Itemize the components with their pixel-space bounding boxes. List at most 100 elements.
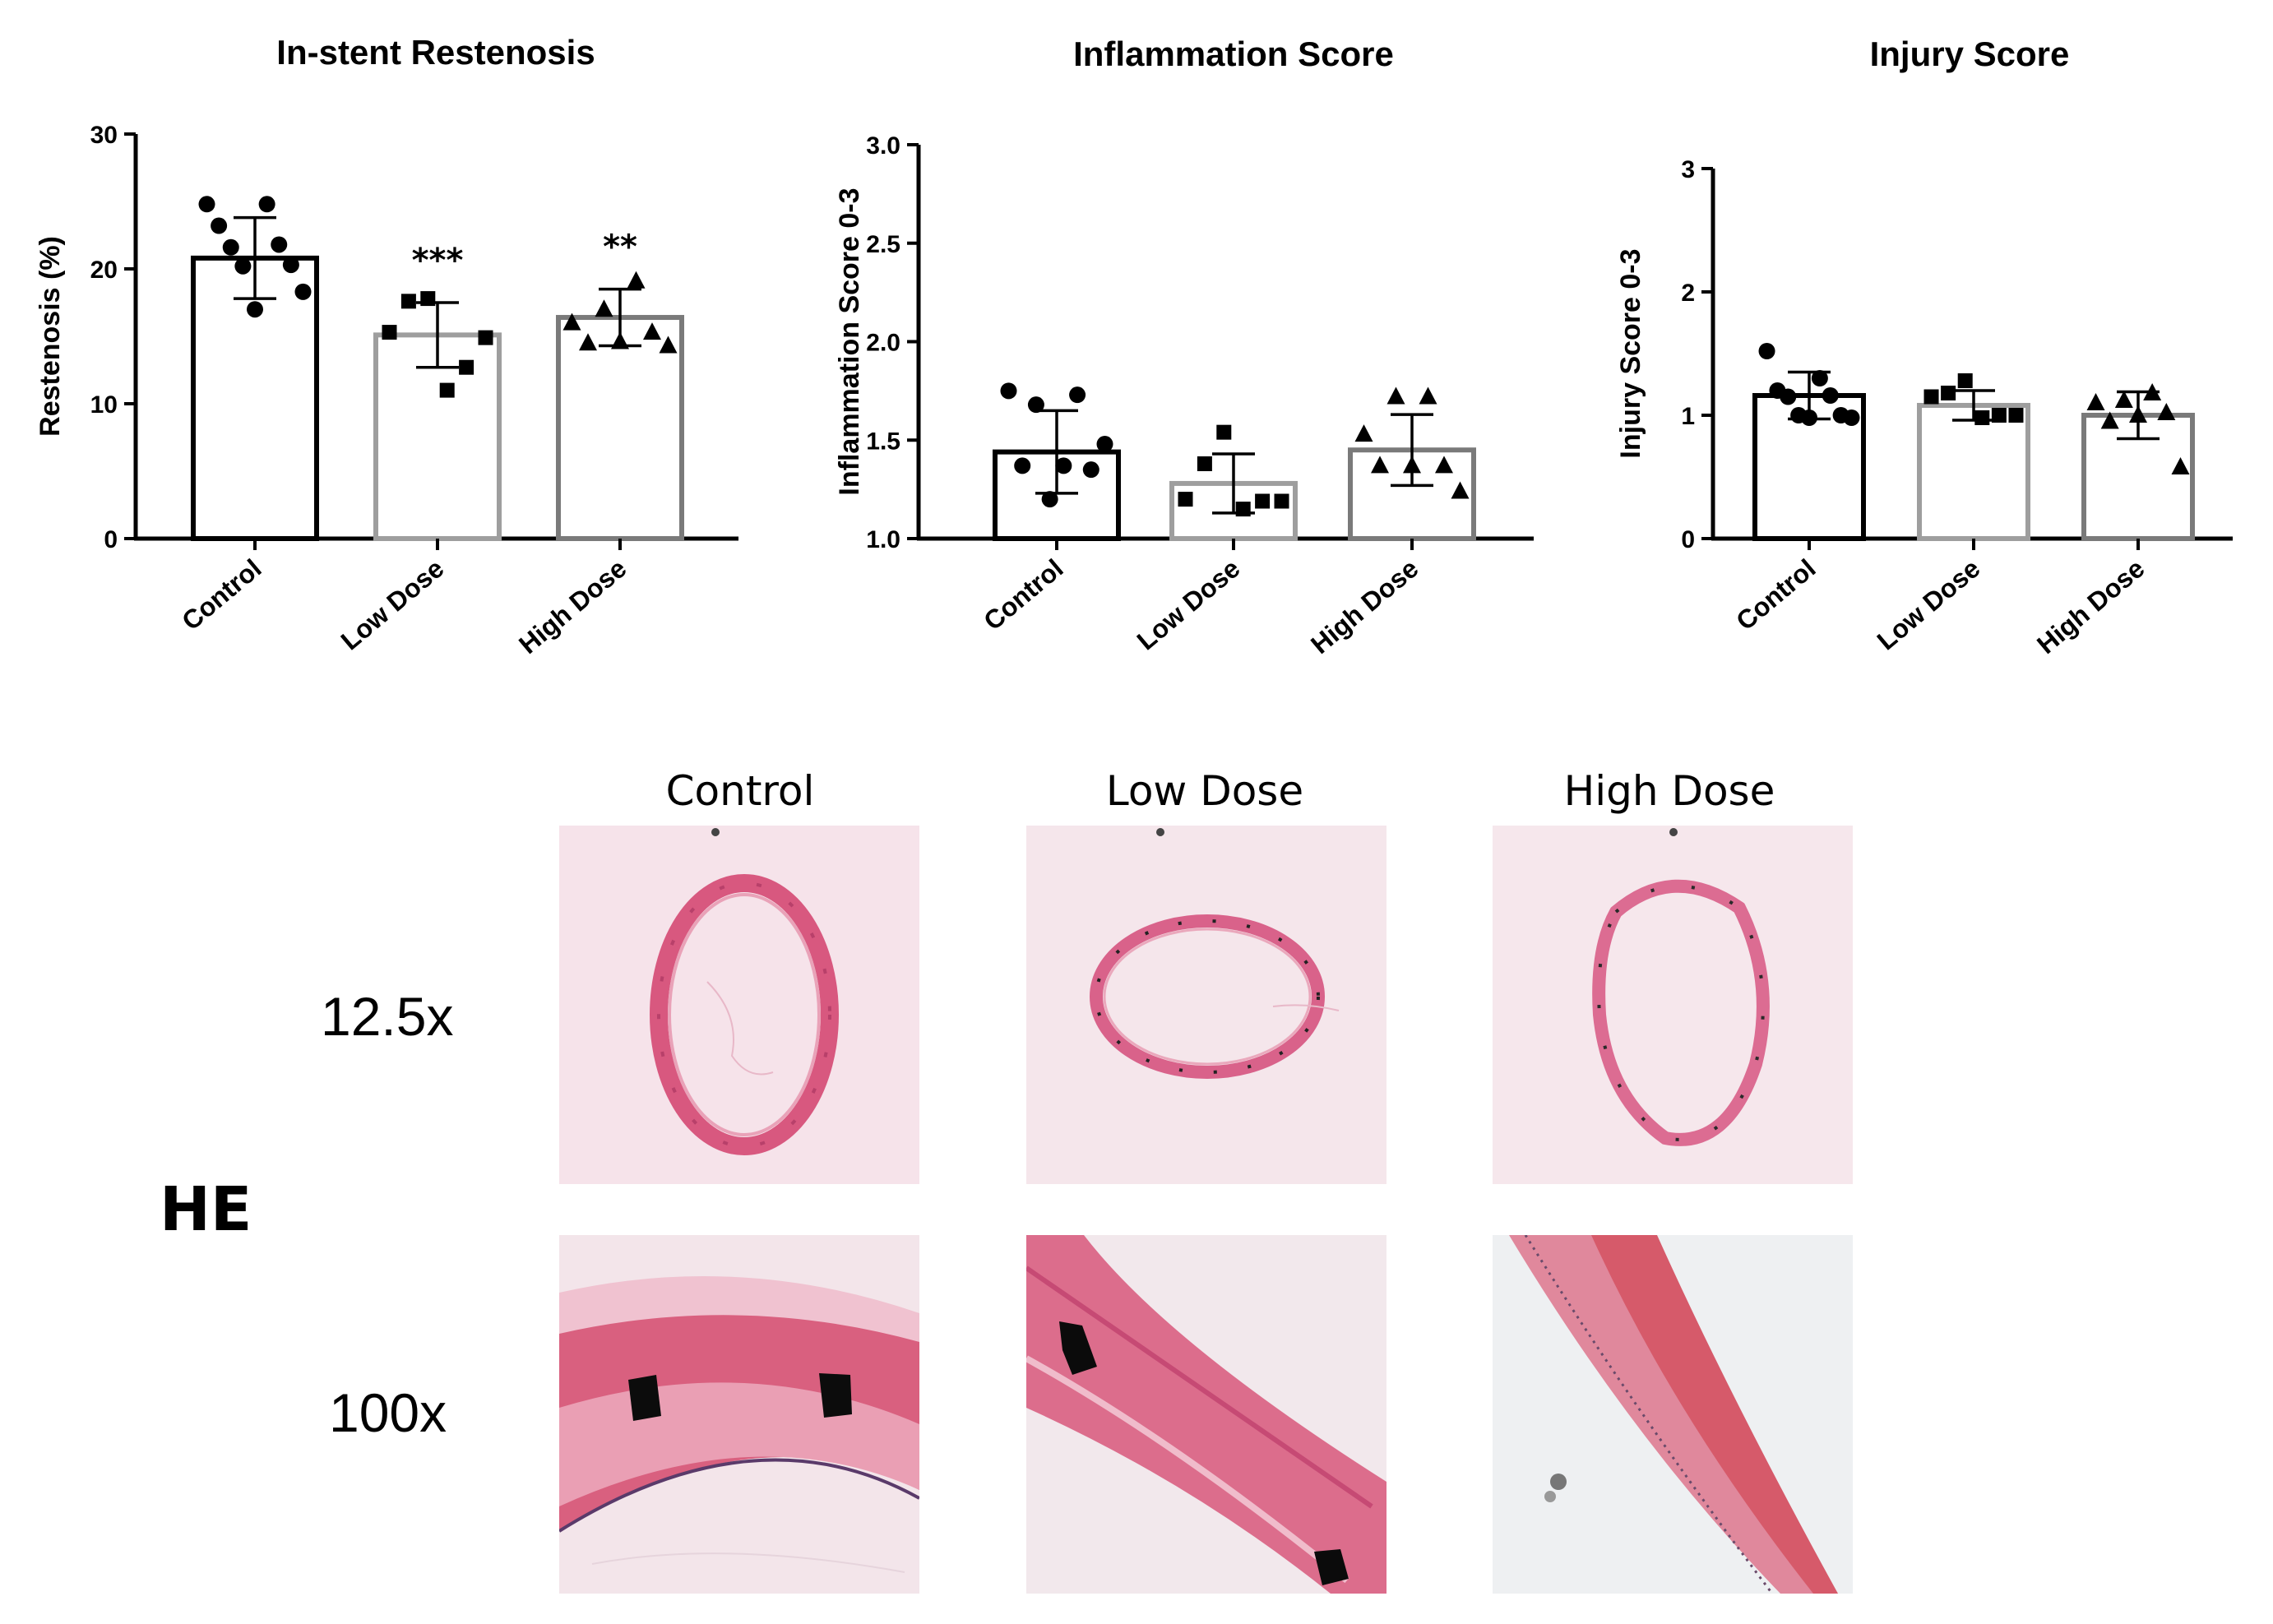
data-point: [459, 359, 475, 375]
data-point: [234, 257, 252, 275]
micrograph-high-dose-12-5x: [1493, 826, 1853, 1184]
data-point: [1758, 343, 1775, 359]
y-axis-label: Inflammation Score 0-3: [834, 187, 865, 495]
data-point: [1041, 491, 1058, 508]
x-tick-label-low-dose: Low Dose: [336, 553, 450, 656]
data-point: [282, 257, 299, 274]
data-point: [1069, 386, 1086, 404]
x-tick-label-control: Control: [176, 553, 266, 636]
data-point: [1843, 409, 1860, 426]
data-point: [439, 382, 455, 398]
data-point: [247, 301, 263, 318]
data-point: [562, 312, 581, 331]
data-point: [1014, 457, 1031, 474]
column-label-high-dose: High Dose: [1563, 767, 1775, 815]
data-point: [271, 236, 288, 253]
data-point: [1082, 461, 1099, 479]
data-point: [2157, 403, 2176, 420]
charts-canvas: In-stent Restenosis 0 10 20 30 Restenosis (%)…: [35, 33, 2233, 659]
data-point: [1991, 408, 2007, 423]
significance-marker: **: [603, 229, 637, 266]
chart-title: In-stent Restenosis: [276, 33, 595, 72]
x-tick-label-control: Control: [1730, 553, 1821, 636]
y-axis-label: Injury Score 0-3: [1615, 248, 1646, 458]
data-point: [627, 271, 646, 289]
data-point: [643, 322, 661, 340]
y-axis-label: Restenosis (%): [35, 236, 66, 437]
significance-marker: ***: [412, 242, 464, 280]
micrograph-high-dose-100x: [1493, 1235, 1853, 1594]
data-point: [211, 217, 228, 234]
data-point: [382, 325, 397, 340]
column-label-low-dose: Low Dose: [1105, 767, 1304, 815]
data-point: [579, 333, 597, 351]
data-point: [1274, 493, 1289, 509]
chart-injury-score: Injury Score 0 1 2 3 Injury Score 0-3 Control L…: [1615, 35, 2233, 659]
micrograph-low-dose-100x: [1026, 1235, 1386, 1594]
data-point: [1197, 456, 1212, 471]
data-point: [595, 299, 613, 317]
y-tick-label: 2: [1681, 280, 1695, 307]
data-point: [1255, 493, 1271, 509]
x-tick-label-high-dose: High Dose: [513, 553, 632, 659]
data-point: [1216, 424, 1232, 440]
micrograph-control-12-5x: [559, 826, 919, 1184]
data-point: [400, 294, 416, 309]
data-point: [1096, 436, 1113, 453]
data-point: [1822, 387, 1839, 404]
data-point: [1386, 386, 1405, 405]
chart-title: Inflammation Score: [1073, 35, 1394, 73]
data-point: [1178, 492, 1193, 507]
data-point: [1419, 386, 1437, 405]
bar-low-dose: [1917, 403, 2030, 541]
data-point: [1780, 388, 1797, 405]
y-tick-label: 3: [1681, 156, 1695, 183]
magnification-label-100x: 100x: [329, 1382, 447, 1443]
data-point: [1000, 382, 1017, 400]
data-point: [2086, 393, 2105, 410]
y-tick-label: 20: [90, 257, 118, 284]
x-tick-label-high-dose: High Dose: [1305, 553, 1424, 659]
data-point: [1435, 456, 1453, 474]
data-point: [1371, 456, 1389, 474]
data-point: [1957, 373, 1973, 388]
data-point: [1354, 424, 1373, 442]
x-tick-label-low-dose: Low Dose: [1132, 553, 1246, 656]
data-point: [1923, 389, 1939, 405]
chart-inflammation-score: Inflammation Score 1.0 1.5 2.0 2.5 3.0Inflamm…: [834, 35, 1534, 659]
data-point: [222, 238, 239, 256]
y-tick-label: 1: [1681, 403, 1695, 430]
y-tick-label: 1.0: [866, 526, 900, 553]
data-point: [1811, 370, 1828, 386]
y-tick-label: 2.5: [866, 231, 900, 258]
data-point: [1027, 396, 1044, 414]
x-tick-label-control: Control: [978, 553, 1068, 636]
magnification-label-12-5x: 12.5x: [321, 986, 454, 1047]
data-point: [258, 196, 275, 213]
chart-in-stent-restenosis: In-stent Restenosis 0 10 20 30 Restenosis (%)…: [35, 33, 738, 659]
data-point: [1941, 386, 1956, 400]
micrograph-control-100x: [559, 1235, 919, 1594]
data-point: [198, 196, 215, 213]
y-tick-label: 30: [90, 122, 118, 149]
y-tick-label: 1.5: [866, 428, 900, 455]
data-point: [294, 283, 312, 300]
data-point: [1055, 457, 1072, 474]
data-point: [1974, 410, 1990, 425]
data-point: [2114, 391, 2133, 408]
data-point: [2100, 411, 2119, 429]
data-point: [1451, 481, 1470, 499]
data-point: [2008, 408, 2024, 423]
y-tick-label: 0: [1681, 526, 1695, 553]
chart-title: Injury Score: [1870, 35, 2070, 73]
data-point: [2171, 457, 2190, 474]
column-label-control: Control: [665, 767, 815, 815]
micrograph-low-dose-12-5x: [1026, 826, 1386, 1184]
x-tick-label-low-dose: Low Dose: [1872, 553, 1986, 656]
bar-control: [191, 255, 319, 541]
data-point: [659, 335, 678, 354]
y-tick-label: 10: [90, 391, 118, 419]
data-point: [478, 330, 493, 345]
x-tick-label-high-dose: High Dose: [2031, 553, 2150, 659]
y-tick-label: 2.0: [866, 330, 900, 357]
